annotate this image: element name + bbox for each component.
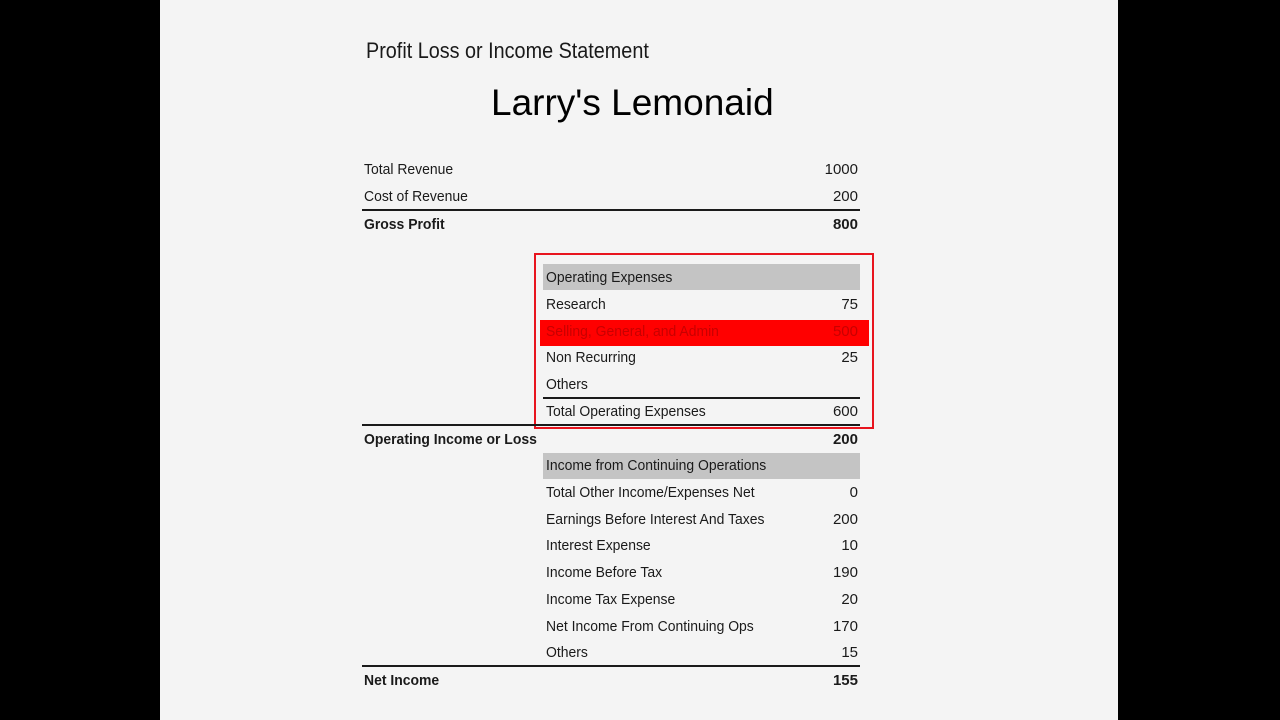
operating-expenses-header-band xyxy=(543,264,860,290)
non-recurring-label: Non Recurring xyxy=(546,349,636,366)
operating-income-value: 200 xyxy=(832,431,858,448)
gross-profit-value: 800 xyxy=(832,216,858,233)
sga-label: Selling, General, and Admin xyxy=(546,323,719,340)
sga-highlight-band xyxy=(540,320,869,346)
continuing-ops-header: Income from Continuing Operations xyxy=(546,457,767,474)
other-income-net-value: 0 xyxy=(849,484,858,501)
operating-expenses-header: Operating Expenses xyxy=(546,269,673,286)
total-operating-expenses-value: 600 xyxy=(832,403,858,420)
operating-expenses-total-divider xyxy=(543,397,860,399)
research-value: 75 xyxy=(841,296,858,313)
research-label: Research xyxy=(546,296,606,313)
operating-expenses-highlight-box xyxy=(534,253,874,429)
operating-income-label: Operating Income or Loss xyxy=(364,431,537,448)
income-before-tax-value: 190 xyxy=(832,564,858,581)
cost-of-revenue-label: Cost of Revenue xyxy=(364,188,468,205)
net-income-continuing-value: 170 xyxy=(832,618,858,635)
other-income-net-label: Total Other Income/Expenses Net xyxy=(546,484,755,501)
continuing-ops-header-band xyxy=(543,453,860,479)
continuing-others-label: Others xyxy=(546,644,588,661)
gross-profit-divider xyxy=(362,209,860,211)
net-income-divider xyxy=(362,665,860,667)
income-tax-expense-value: 20 xyxy=(841,591,858,608)
cost-of-revenue-value: 200 xyxy=(832,188,858,205)
interest-expense-label: Interest Expense xyxy=(546,537,651,554)
total-revenue-value: 1000 xyxy=(824,161,858,178)
non-recurring-value: 25 xyxy=(841,349,858,366)
total-operating-expenses-label: Total Operating Expenses xyxy=(546,403,706,420)
net-income-continuing-label: Net Income From Continuing Ops xyxy=(546,618,754,635)
ebit-value: 200 xyxy=(832,511,858,528)
sga-value: 500 xyxy=(832,323,858,340)
gross-profit-label: Gross Profit xyxy=(364,216,445,233)
income-tax-expense-label: Income Tax Expense xyxy=(546,591,676,608)
total-revenue-label: Total Revenue xyxy=(364,161,454,178)
interest-expense-value: 10 xyxy=(841,537,858,554)
statement-subtitle: Profit Loss or Income Statement xyxy=(366,38,649,63)
statement-title: Larry's Lemonaid xyxy=(491,82,774,123)
continuing-others-value: 15 xyxy=(841,644,858,661)
net-income-label: Net Income xyxy=(364,672,440,689)
other-expenses-label: Others xyxy=(546,376,588,393)
operating-income-divider xyxy=(362,424,860,426)
slide xyxy=(160,0,1118,720)
net-income-value: 155 xyxy=(832,672,858,689)
ebit-label: Earnings Before Interest And Taxes xyxy=(546,511,765,528)
income-before-tax-label: Income Before Tax xyxy=(546,564,663,581)
